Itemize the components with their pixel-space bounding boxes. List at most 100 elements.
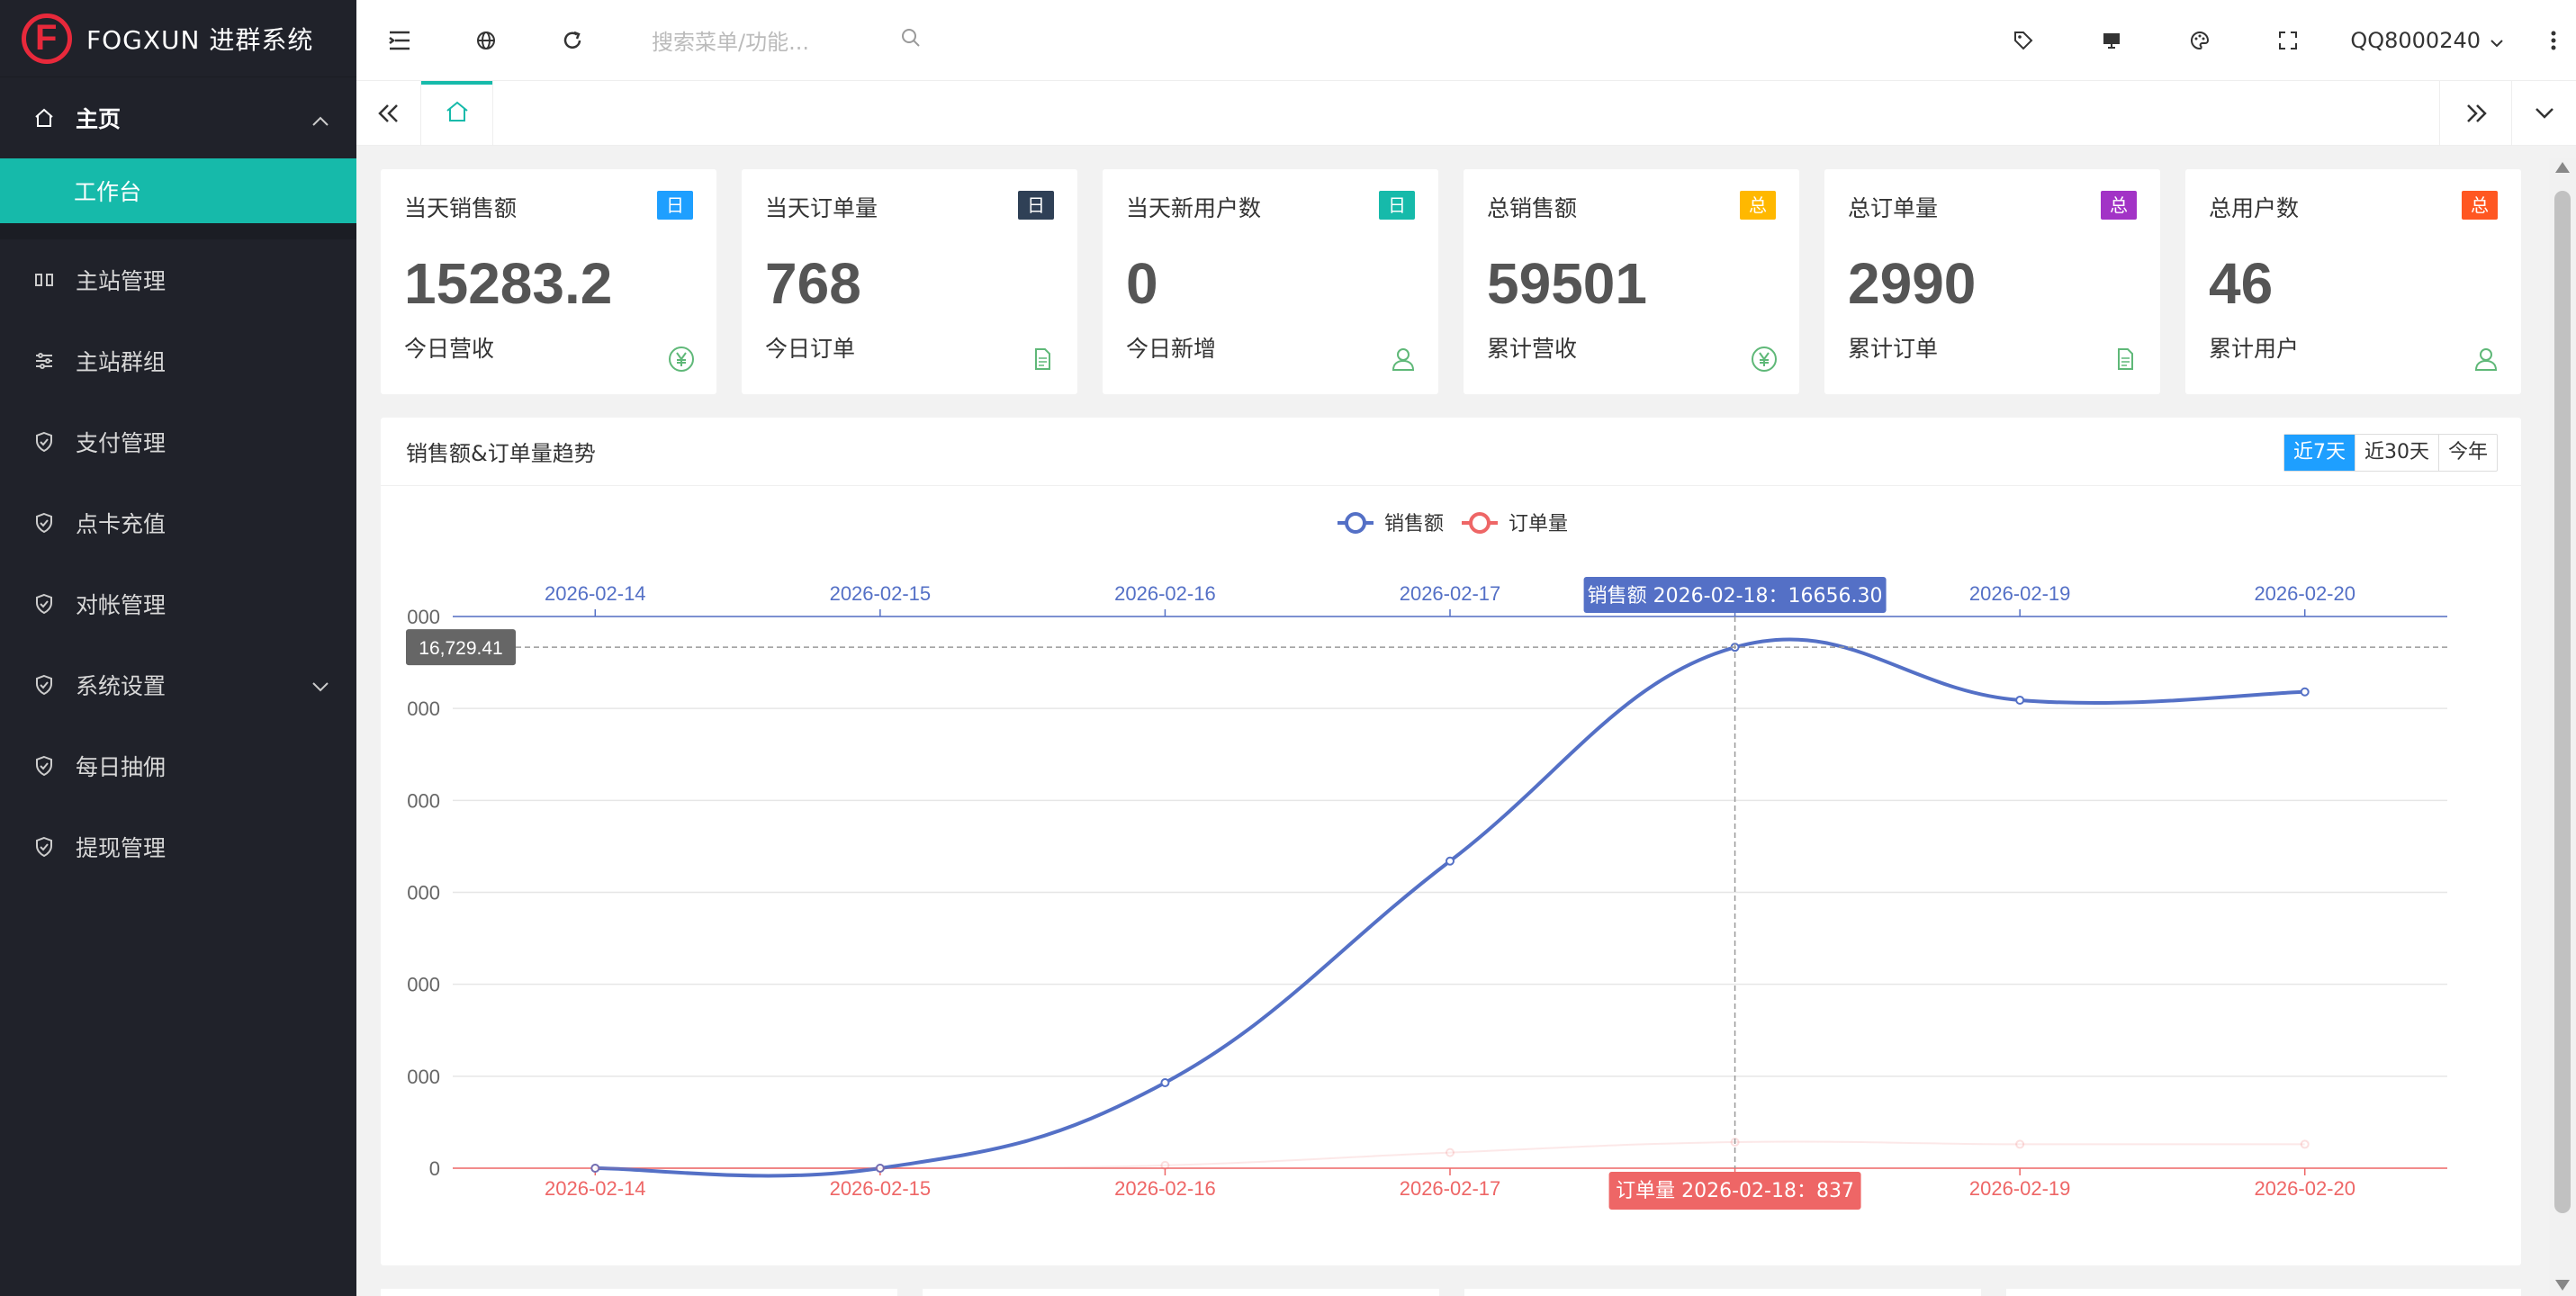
- search-box[interactable]: 搜索菜单/功能...: [652, 0, 922, 81]
- chevron-up-icon: [311, 106, 329, 132]
- card-value: 0: [1126, 251, 1158, 316]
- sidebar-item-label: 工作台: [74, 179, 142, 205]
- stat-cards: 当天销售额 日 15283.2 今日营收 当天订单量 日 768 今日订单 当天…: [381, 169, 2521, 394]
- card-badge: 日: [1379, 191, 1415, 220]
- sidebar-item-withdraw[interactable]: 提现管理: [0, 806, 356, 887]
- legend-marker: [1469, 512, 1491, 534]
- shield-check-icon: [31, 833, 58, 860]
- more-vertical-icon[interactable]: [2531, 30, 2576, 51]
- card-badge: 总: [2462, 191, 2498, 220]
- sidebar-item-label: 主页: [76, 106, 122, 132]
- top-header: 搜索菜单/功能... QQ8000240: [356, 0, 2576, 81]
- search-input[interactable]: 搜索菜单/功能...: [652, 30, 809, 55]
- y-tick-label: 000: [407, 606, 440, 628]
- logo[interactable]: FOGXUN 进群系统: [0, 0, 356, 77]
- stat-card-total-orders: 总订单量 总 2990 累计订单: [1824, 169, 2160, 394]
- data-point-sales: [1160, 1077, 1170, 1087]
- sidebar-item-reconciliation[interactable]: 对帐管理: [0, 563, 356, 644]
- tab-scroll-right-icon[interactable]: [2439, 81, 2511, 146]
- data-point-orders: [2015, 1139, 2025, 1149]
- top-x-tick-label: 2026-02-19: [1969, 582, 2071, 605]
- legend-label: 订单量: [1509, 513, 1568, 536]
- document-icon: [1029, 346, 1056, 373]
- range-7-days-button[interactable]: 近7天: [2283, 435, 2355, 471]
- card-badge: 总: [1740, 191, 1776, 220]
- card-value: 59501: [1487, 251, 1647, 316]
- fullscreen-icon[interactable]: [2244, 0, 2332, 81]
- sidebar-item-home[interactable]: 主页: [0, 77, 356, 158]
- panel-title: 销售额&订单量趋势: [406, 441, 596, 466]
- app-title: FOGXUN 进群系统: [86, 24, 314, 55]
- card-subtitle: 累计订单: [1848, 336, 1939, 362]
- top-x-tick-label: 2026-02-17: [1400, 582, 1501, 605]
- tag-icon[interactable]: [1979, 0, 2067, 81]
- bottom-x-tick-label: 2026-02-15: [830, 1177, 932, 1200]
- menu-toggle-icon[interactable]: [356, 0, 443, 81]
- sidebar-nav: 主页 工作台 主站管理 主站群组 支付管理: [0, 77, 356, 887]
- user-menu[interactable]: QQ8000240: [2332, 28, 2531, 53]
- header-actions: QQ8000240: [1979, 0, 2576, 81]
- top-x-tick-label: 2026-02-15: [830, 582, 932, 605]
- yen-icon: [1751, 346, 1778, 373]
- card-value: 2990: [1848, 251, 1977, 316]
- chevron-down-icon: [311, 673, 329, 699]
- bottom-x-tick-label: 2026-02-20: [2254, 1177, 2355, 1200]
- data-point-orders: [1446, 1148, 1455, 1157]
- bottom-panel-2: [923, 1289, 1439, 1296]
- scroll-thumb[interactable]: [2554, 191, 2571, 1213]
- globe-icon[interactable]: [443, 0, 529, 81]
- data-point-orders: [1160, 1160, 1170, 1170]
- trend-chart[interactable]: 0 000 000 000 000 000 000 2026-02-14 2026-02-14 2…: [381, 486, 2521, 1265]
- refresh-icon[interactable]: [529, 0, 616, 81]
- sidebar-item-settings[interactable]: 系统设置: [0, 644, 356, 725]
- shield-check-icon: [31, 671, 58, 698]
- bottom-axis-tooltip-box: [1608, 1172, 1861, 1210]
- logo-icon: [22, 13, 72, 64]
- y-tick-label: 0: [429, 1157, 440, 1180]
- card-badge: 总: [2101, 191, 2137, 220]
- shield-check-icon: [31, 752, 58, 779]
- sidebar-item-label: 主站管理: [76, 268, 167, 294]
- scroll-down-arrow-icon[interactable]: [2555, 1280, 2570, 1291]
- sidebar-item-site-groups[interactable]: 主站群组: [0, 320, 356, 401]
- sidebar-item-daily-commission[interactable]: 每日抽佣: [0, 725, 356, 806]
- shield-check-icon: [31, 428, 58, 455]
- card-badge: 日: [657, 191, 693, 220]
- page-scrollbar[interactable]: [2549, 158, 2576, 1296]
- range-30-days-button[interactable]: 近30天: [2354, 435, 2438, 471]
- trend-chart-svg[interactable]: 00000000000000000002026-02-142026-02-142…: [381, 486, 2521, 1265]
- sidebar-item-label: 提现管理: [76, 835, 167, 861]
- bottom-panel-4: [2006, 1289, 2521, 1296]
- tab-home[interactable]: [421, 81, 493, 146]
- stat-card-today-new-users: 当天新用户数 日 0 今日新增: [1103, 169, 1438, 394]
- bottom-x-tick-label: 2026-02-17: [1400, 1177, 1501, 1200]
- palette-icon[interactable]: [2156, 0, 2244, 81]
- sidebar-item-workbench[interactable]: 工作台: [0, 158, 356, 239]
- data-point-sales: [1446, 856, 1455, 866]
- data-point-orders: [590, 1164, 600, 1173]
- card-title: 当天销售额: [404, 195, 518, 221]
- data-point-sales: [875, 1164, 885, 1173]
- sidebar-item-card-recharge[interactable]: 点卡充值: [0, 482, 356, 563]
- card-title: 总用户数: [2209, 195, 2300, 221]
- monitor-icon[interactable]: [2067, 0, 2156, 81]
- tab-menu-chevron-down-icon[interactable]: [2511, 81, 2576, 146]
- card-value: 15283.2: [404, 251, 613, 316]
- document-icon: [2112, 346, 2139, 373]
- scroll-up-arrow-icon[interactable]: [2555, 162, 2570, 173]
- range-this-year-button[interactable]: 今年: [2437, 435, 2497, 471]
- username: QQ8000240: [2350, 28, 2481, 53]
- sidebar-item-site-manage[interactable]: 主站管理: [0, 239, 356, 320]
- y-tick-label: 000: [407, 1066, 440, 1088]
- top-axis-tooltip-box: [1583, 577, 1887, 613]
- sidebar-item-payment[interactable]: 支付管理: [0, 401, 356, 482]
- stat-card-today-sales: 当天销售额 日 15283.2 今日营收: [381, 169, 716, 394]
- search-icon[interactable]: [900, 27, 922, 54]
- data-point-orders: [875, 1164, 885, 1173]
- card-title: 总销售额: [1487, 195, 1578, 221]
- bottom-x-tick-label: 2026-02-19: [1969, 1177, 2071, 1200]
- y-tick-label: 000: [407, 698, 440, 720]
- card-badge: 日: [1018, 191, 1054, 220]
- top-axis-tooltip: 销售额 2026-02-18：16656.30: [1588, 585, 1883, 608]
- tab-scroll-left-icon[interactable]: [356, 81, 421, 146]
